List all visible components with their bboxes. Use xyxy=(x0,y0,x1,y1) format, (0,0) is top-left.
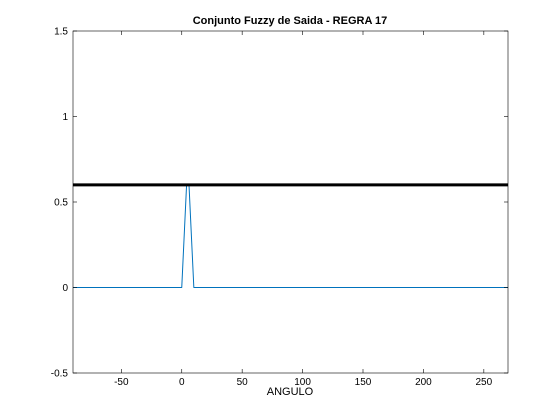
x-axis-label: ANGULO xyxy=(267,386,314,398)
chart-title: Conjunto Fuzzy de Saida - REGRA 17 xyxy=(193,15,388,27)
x-axis: -50 0 50 100 150 200 250 xyxy=(114,31,493,388)
y-tick-label: -0.5 xyxy=(51,369,69,380)
x-tick-label: 250 xyxy=(475,377,492,388)
y-tick-label: 1.5 xyxy=(54,27,68,38)
x-tick-label: 0 xyxy=(179,377,185,388)
x-tick-label: 200 xyxy=(415,377,432,388)
series-layer xyxy=(73,183,508,288)
x-tick-label: -50 xyxy=(114,377,129,388)
y-tick-label: 0 xyxy=(62,283,68,294)
x-tick-label: 150 xyxy=(355,377,372,388)
x-tick-label: 50 xyxy=(237,377,249,388)
y-tick-label: 0.5 xyxy=(54,198,68,209)
plot-area xyxy=(73,31,508,373)
y-tick-label: 1 xyxy=(62,112,68,123)
y-axis: -0.5 0 0.5 1 1.5 xyxy=(51,27,508,380)
x-tick-label: 100 xyxy=(294,377,311,388)
